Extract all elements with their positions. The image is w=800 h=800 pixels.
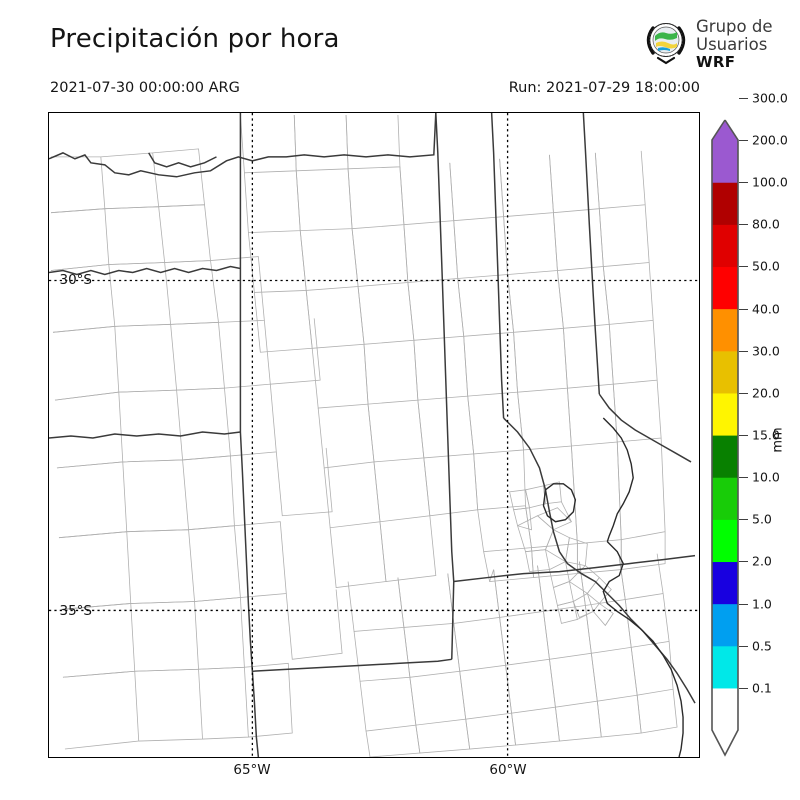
colorbar-tick-200.0 xyxy=(739,140,748,141)
colorbar-tick-label-300.0: 300.0 xyxy=(752,90,788,106)
colorbar-tick-5.0 xyxy=(739,519,748,521)
colorbar[interactable] xyxy=(711,118,739,758)
colorbar-band xyxy=(712,435,738,478)
colorbar-tick-300.0 xyxy=(739,97,748,99)
colorbar-band xyxy=(712,477,738,520)
colorbar-tick-label-30.0: 30.0 xyxy=(752,343,780,359)
colorbar-tick-0.1 xyxy=(739,687,748,689)
colorbar-tick-label-40.0: 40.0 xyxy=(752,301,780,317)
lat-tick-label-30S: 30°S xyxy=(59,272,93,288)
run-time-label: Run: 2021-07-29 18:00:00 xyxy=(508,80,700,96)
colorbar-tick-label-15.0: 15.0 xyxy=(752,427,780,443)
colorbar-tick-2.0 xyxy=(739,561,748,563)
globe-emblem-icon xyxy=(646,22,686,65)
logo-line-3: WRF xyxy=(696,52,736,71)
colorbar-tick-80.0 xyxy=(739,224,748,226)
province-boundaries xyxy=(49,113,696,757)
colorbar-bands xyxy=(712,140,738,731)
colorbar-tick-1.0 xyxy=(739,603,748,605)
colorbar-outline xyxy=(711,119,739,757)
colorbar-band xyxy=(712,645,738,689)
brand-logo-text: Grupo de Usuarios WRF xyxy=(696,18,772,70)
colorbar-tick-label-200.0: 200.0 xyxy=(752,132,788,148)
lon-tick-label-65W: 65°W xyxy=(233,762,271,778)
gridlines xyxy=(49,113,699,757)
colorbar-tick-label-2.0: 2.0 xyxy=(752,553,772,569)
colorbar-tick-label-0.5: 0.5 xyxy=(752,638,772,654)
colorbar-band xyxy=(712,182,738,225)
colorbar-tick-20.0 xyxy=(739,392,748,394)
colorbar-tick-label-80.0: 80.0 xyxy=(752,216,780,232)
colorbar-band xyxy=(712,308,738,352)
colorbar-unit-label: mm xyxy=(770,427,786,453)
lon-tick-label-60W: 60°W xyxy=(489,762,527,778)
colorbar-band xyxy=(712,350,738,394)
colorbar-band xyxy=(712,140,738,183)
colorbar-band xyxy=(712,266,738,310)
colorbar-tick-label-50.0: 50.0 xyxy=(752,258,780,274)
colorbar-tick-10.0 xyxy=(739,477,748,479)
colorbar-band xyxy=(712,561,738,605)
valid-time-label: 2021-07-30 00:00:00 ARG xyxy=(50,80,240,96)
map-plot-area[interactable] xyxy=(48,112,700,758)
colorbar-tick-label-0.1: 0.1 xyxy=(752,680,772,696)
coastline xyxy=(542,417,684,757)
colorbar-band xyxy=(712,687,738,731)
colorbar-tick-0.5 xyxy=(739,645,748,647)
colorbar-over-arrow xyxy=(712,120,738,140)
colorbar-tick-40.0 xyxy=(739,308,748,310)
colorbar-tick-label-10.0: 10.0 xyxy=(752,469,780,485)
logo-line-1: Grupo de xyxy=(696,17,773,36)
colorbar-tick-100.0 xyxy=(739,182,748,184)
brand-logo: Grupo de Usuarios WRF xyxy=(640,16,800,72)
colorbar-band xyxy=(712,224,738,268)
colorbar-band xyxy=(712,392,738,436)
colorbar-tick-label-100.0: 100.0 xyxy=(752,174,788,190)
colorbar-tick-label-20.0: 20.0 xyxy=(752,385,780,401)
map-canvas xyxy=(49,113,699,757)
colorbar-tick-label-1.0: 1.0 xyxy=(752,596,772,612)
colorbar-tick-30.0 xyxy=(739,350,748,352)
page-title: Precipitación por hora xyxy=(50,24,340,54)
colorbar-tick-label-5.0: 5.0 xyxy=(752,511,772,527)
department-boundaries xyxy=(50,114,678,757)
colorbar-band xyxy=(712,519,738,563)
colorbar-band xyxy=(712,603,738,647)
colorbar-tick-50.0 xyxy=(739,266,748,268)
logo-line-2: Usuarios xyxy=(696,34,768,54)
colorbar-tick-15.0 xyxy=(739,435,748,436)
lat-tick-label-35S: 35°S xyxy=(59,603,93,619)
colorbar-under-arrow xyxy=(712,730,738,755)
